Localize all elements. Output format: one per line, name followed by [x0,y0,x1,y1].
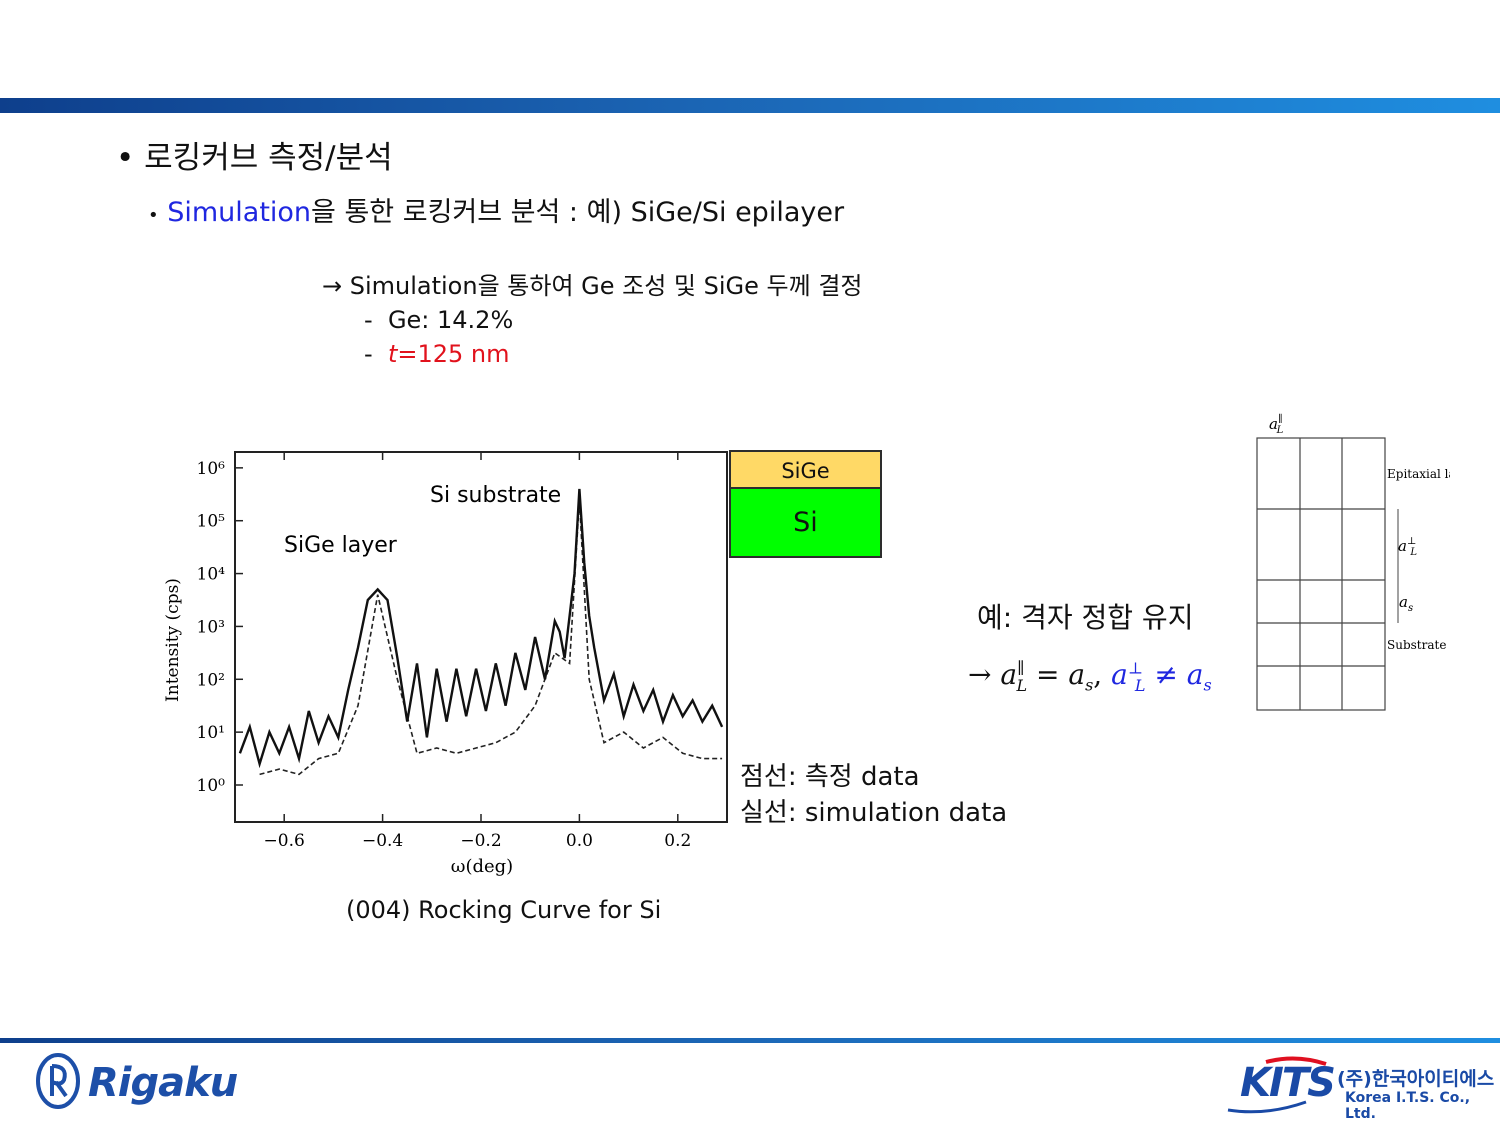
x-tick-label: −0.6 [264,831,305,851]
y-tick-label: 10¹ [197,723,225,743]
kits-korean-name: (주)한국아이티에스 [1337,1068,1495,1090]
formula-arrow: → [968,658,992,691]
heading-bullet: • [116,140,135,176]
rigaku-logo-icon [36,1053,80,1109]
annotation-sige-layer: SiGe layer [284,533,398,558]
formula-a: a [1186,658,1204,691]
figure-caption: (004) Rocking Curve for Si [346,896,662,924]
legend-solid: 실선: simulation data [740,798,1008,828]
lattice-aL-perp: a⊥ L [1398,536,1417,558]
example-note: 예: 격자 정합 유지 [977,601,1194,634]
formula-parallel: ∥ [1017,658,1025,678]
kits-swoosh-icon [1227,1056,1327,1114]
subheading: • Simulation을 통한 로킹커브 분석 : 예) SiGe/Si ep… [148,190,844,229]
y-tick-label: 10⁴ [197,565,226,585]
heading-text: 로킹커브 측정/분석 [144,140,393,176]
y-axis-label: Intensity (cps) [163,578,183,702]
formula-s: s [1085,675,1094,695]
y-tick-label: 10² [197,670,225,690]
annotation-si-substrate: Si substrate [430,483,561,508]
lattice-as: as [1399,593,1413,614]
header-bar [0,98,1500,113]
formula-perp: ⊥ [1127,658,1143,678]
lattice-grid [1256,437,1386,711]
formula-a: a [1111,658,1128,691]
y-ticks: 10⁶ 10⁵ 10⁴ 10³ 10² 10¹ 10⁰ [197,459,243,796]
result-line: → Simulation을 통하여 Ge 조성 및 SiGe 두께 결정 [322,272,863,300]
footer-bar [0,1038,1500,1043]
kits-logo-text: KITS [1240,1060,1336,1106]
legend-dotted: 점선: 측정 data [740,762,920,792]
x-tick-label: 0.2 [664,831,691,851]
formula-a: a [1000,658,1018,691]
subheading-bullet: • [148,205,159,226]
lattice-substrate-label: Substrate [1387,638,1446,652]
x-axis-label: ω(deg) [451,856,513,877]
series-measured-line [259,499,723,776]
x-ticks: −0.6 −0.4 −0.2 0.0 0.2 [264,452,691,851]
result-dash: - [364,340,373,368]
x-tick-label: 0.0 [566,831,593,851]
result-thickness-symbol: t [387,340,398,368]
layer-si: Si [729,487,882,558]
heading: • 로킹커브 측정/분석 [116,132,393,177]
lattice-epi-label: Epitaxial layer [1387,467,1450,481]
result-item-ge: - Ge: 14.2% [364,306,513,334]
layer-sige: SiGe [729,450,882,489]
y-tick-label: 10⁶ [197,459,226,479]
result-thickness-text: =125 nm [397,340,510,368]
formula-a: a [1068,658,1086,691]
formula-eq: = [1036,658,1060,691]
kits-english-name: Korea I.T.S. Co., Ltd. [1345,1090,1471,1122]
lattice-top-label: a∥ L [1269,413,1284,436]
formula-L: L [1134,675,1146,695]
series-simulation-line [238,488,724,769]
x-tick-label: −0.2 [460,831,501,851]
formula-s: s [1203,675,1212,695]
formula-L: L [1016,675,1028,695]
x-tick-label: −0.4 [362,831,403,851]
rocking-curve-chart: 10⁶ 10⁵ 10⁴ 10³ 10² 10¹ 10⁰ −0.6 −0.4 −0.2 0.0 0.2… [163,451,728,877]
result-ge-text: Ge: 14.2% [387,306,514,334]
lattice-diagram: a∥L Epitaxial layer a⊥L as Substrate [1256,413,1450,711]
result-dash: - [364,306,373,334]
result-item-thickness: - t=125 nm [364,340,510,368]
y-tick-label: 10⁵ [197,512,226,532]
rigaku-logo-text: Rigaku [88,1060,238,1106]
formula-neq: ≠ [1154,658,1178,691]
lattice-formula: → a∥L = as, a⊥L ≠ as [968,658,1212,695]
formula-comma: , [1093,658,1103,691]
y-tick-label: 10⁰ [197,776,226,796]
subheading-rest: 을 통한 로킹커브 분석 : 예) SiGe/Si epilayer [311,197,845,228]
subheading-highlight: Simulation [167,197,312,228]
y-tick-label: 10³ [197,617,225,637]
